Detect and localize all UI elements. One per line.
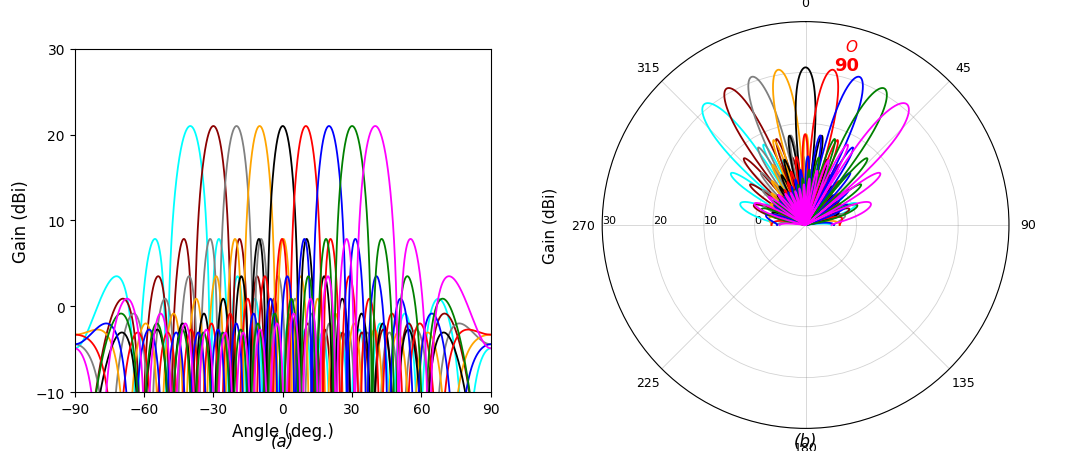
Text: 90: 90 bbox=[834, 56, 859, 74]
Text: O: O bbox=[845, 40, 857, 55]
Text: Gain (dBi): Gain (dBi) bbox=[542, 188, 557, 263]
X-axis label: Angle (deg.): Angle (deg.) bbox=[232, 422, 334, 440]
Text: (a): (a) bbox=[271, 433, 294, 451]
Text: (b): (b) bbox=[794, 433, 817, 451]
Y-axis label: Gain (dBi): Gain (dBi) bbox=[12, 179, 30, 262]
